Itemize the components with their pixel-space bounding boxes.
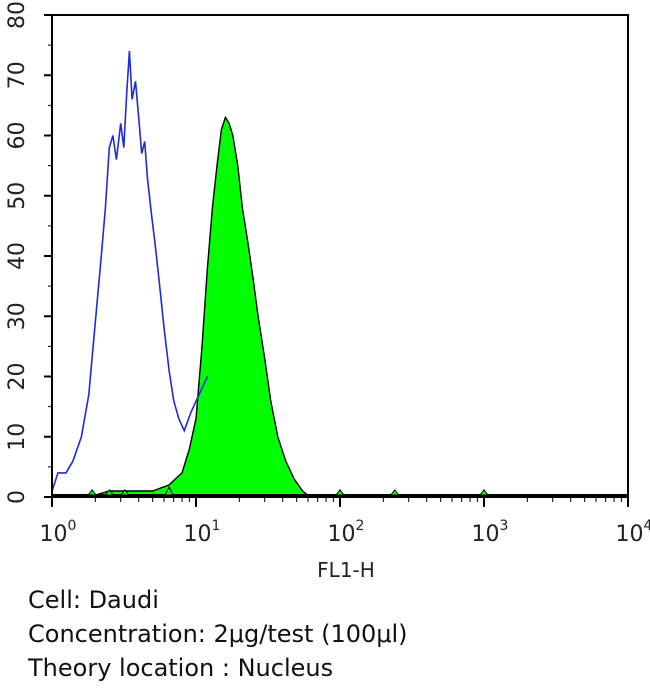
x-tick-label: 103 xyxy=(472,518,509,547)
caption-concentration: Concentration: 2μg/test (100μl) xyxy=(28,620,408,648)
y-tick-label: 30 xyxy=(5,302,30,330)
y-tick-label: 10 xyxy=(5,423,30,451)
series-filled-histogram xyxy=(88,115,313,498)
event-marker xyxy=(164,485,174,496)
y-tick-label: 0 xyxy=(5,490,30,504)
y-axis: 0 10 20 30 40 50 60 70 80 xyxy=(5,1,52,504)
x-tick-label: 104 xyxy=(616,518,650,547)
x-axis: 100 101 102 103 104 xyxy=(40,497,650,547)
event-marker xyxy=(119,489,130,496)
event-marker xyxy=(104,489,115,496)
x-axis-title: FL1-H xyxy=(317,558,375,582)
caption-theory-location: Theory location : Nucleus xyxy=(28,654,334,682)
event-marker xyxy=(87,489,98,496)
x-tick-label: 102 xyxy=(328,518,365,547)
y-tick-label: 50 xyxy=(5,182,30,210)
x-tick-label: 100 xyxy=(40,518,77,547)
event-marker xyxy=(389,489,400,496)
y-tick-label: 60 xyxy=(5,122,30,150)
plot-content xyxy=(51,51,628,498)
x-tick-label: 101 xyxy=(184,518,221,547)
flow-cytometry-histogram: 0 10 20 30 40 50 60 70 80 100 101 102 103 104 FL1-H xyxy=(5,1,650,582)
series-outline-histogram xyxy=(51,51,209,492)
y-tick-label: 80 xyxy=(5,1,30,29)
y-tick-label: 70 xyxy=(5,61,30,89)
plot-frame xyxy=(51,14,629,498)
caption-cell: Cell: Daudi xyxy=(28,586,159,614)
event-marker xyxy=(334,489,346,496)
y-tick-label: 40 xyxy=(5,242,30,270)
event-marker xyxy=(478,489,490,496)
y-tick-label: 20 xyxy=(5,363,30,391)
